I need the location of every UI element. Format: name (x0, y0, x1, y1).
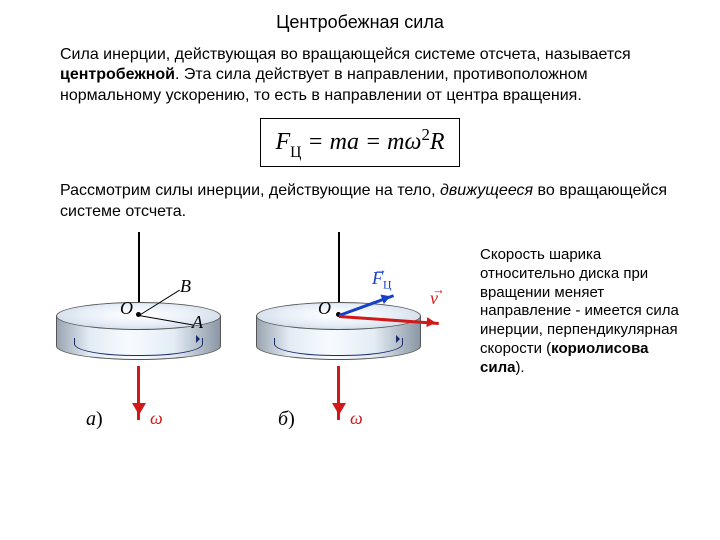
omega-arrow-a (137, 366, 140, 420)
omega-arrow-b (337, 366, 340, 420)
formula-R: R (430, 129, 445, 155)
label-omega-a: ω (150, 408, 163, 429)
paragraph-1: Сила инерции, действующая во вращающейся… (0, 41, 720, 110)
paragraph-2: Рассмотрим силы инерции, действующие на … (0, 177, 720, 226)
vec-F: → (374, 262, 387, 278)
a-tag-letter: а (86, 408, 96, 430)
Fc-sub: Ц (383, 279, 391, 292)
label-omega-b: ω (350, 408, 363, 429)
formula-a: a (347, 129, 359, 155)
axis-b (338, 232, 340, 310)
figure: O B A ω а) O → FЦ → v ω б) (40, 232, 470, 452)
formula-eq2: = (359, 129, 387, 155)
formula-sub: Ц (290, 144, 301, 161)
lower-row: O B A ω а) O → FЦ → v ω б) (0, 232, 720, 452)
formula-box: FЦ = ma = mω2R (260, 118, 459, 167)
formula-sup: 2 (421, 125, 429, 144)
page-title: Центробежная сила (0, 0, 720, 41)
p2-text-a: Рассмотрим силы инерции, действующие на … (60, 182, 440, 199)
label-O1: O (120, 298, 133, 319)
b-tag-paren: ) (288, 408, 295, 430)
vec-v: → (432, 282, 445, 298)
b-tag-letter: б (278, 408, 288, 430)
p2-text-b: движущееся (440, 182, 533, 199)
label-O2: O (318, 298, 331, 319)
a-tag-paren: ) (96, 408, 103, 430)
p1-text-b: центробежной (60, 66, 175, 83)
cylinder-b (256, 302, 421, 362)
p1-text-a: Сила инерции, действующая во вращающейся… (60, 46, 631, 63)
label-A: A (192, 312, 203, 333)
formula-eq1: = (301, 129, 329, 155)
formula-m: m (330, 129, 347, 155)
axis-a (138, 232, 140, 310)
formula-F: F (275, 129, 290, 155)
label-B: B (180, 276, 191, 297)
label-v: → v (430, 288, 438, 309)
side-text: Скорость шарика относительно диска при в… (470, 232, 696, 377)
label-Fc: → FЦ (372, 268, 391, 292)
label-a-tag: а) (86, 408, 103, 431)
formula-omega: ω (405, 129, 422, 155)
label-b-tag: б) (278, 408, 295, 431)
side-c: ). (515, 359, 524, 376)
formula-m2: m (387, 129, 404, 155)
